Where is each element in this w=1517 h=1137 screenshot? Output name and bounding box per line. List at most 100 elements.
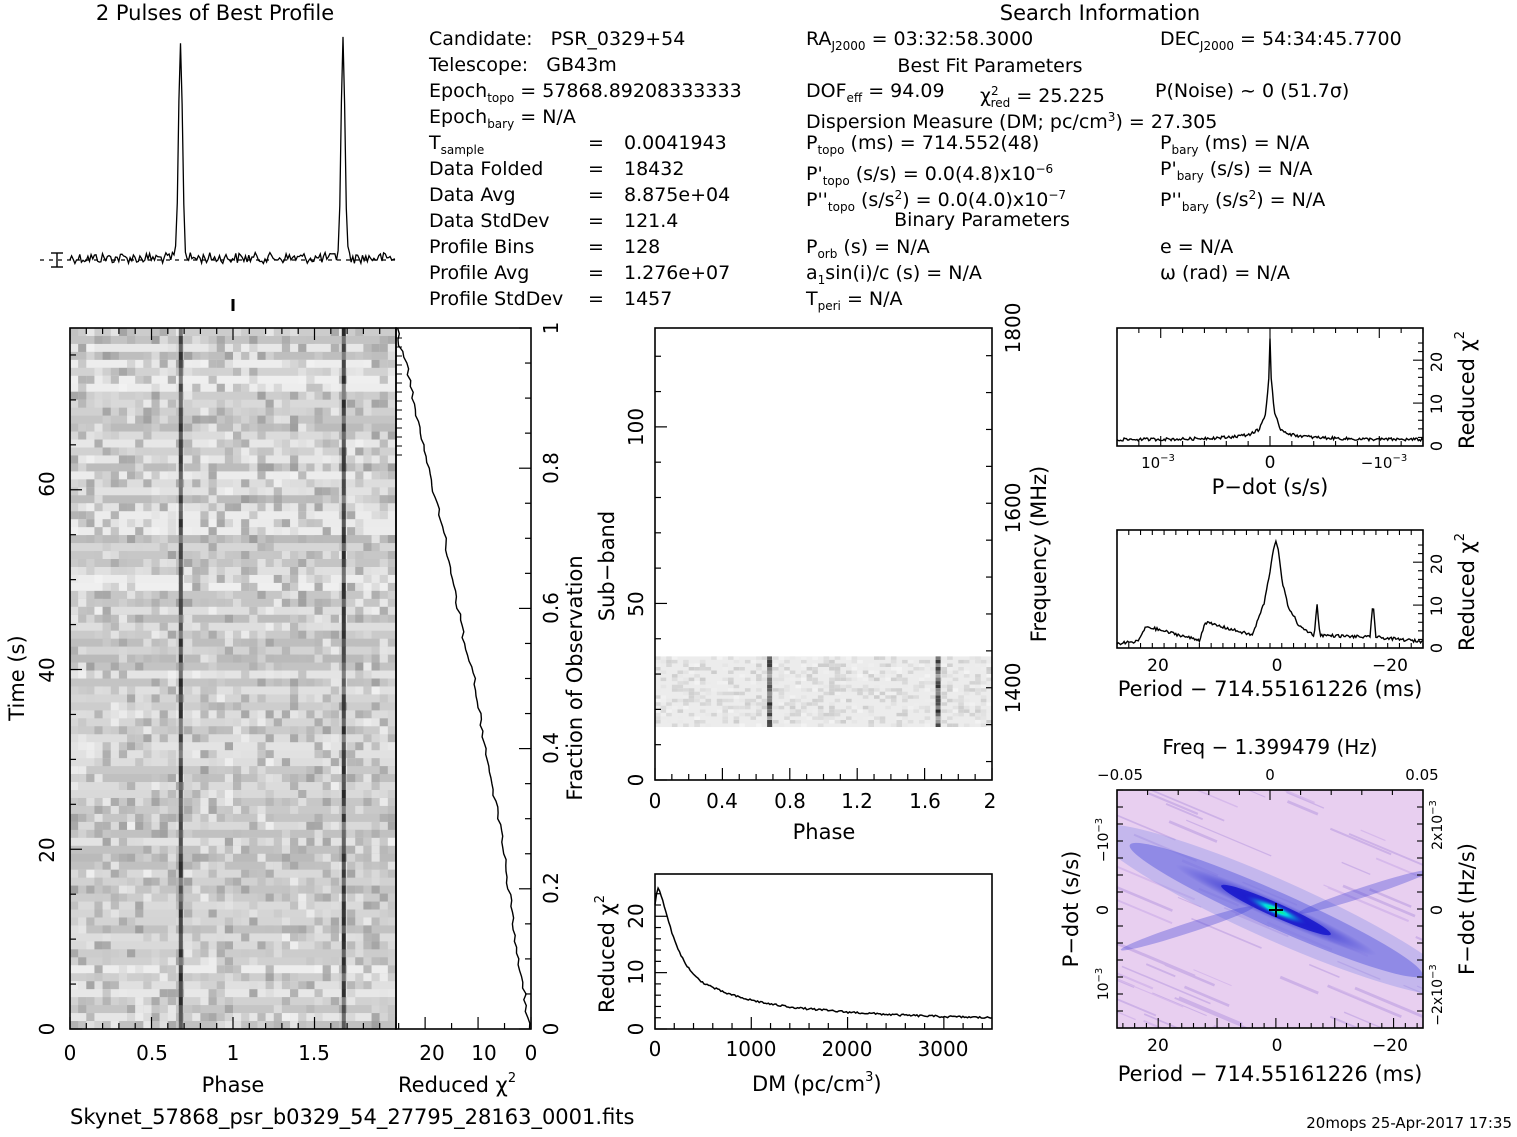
time-phase-cell <box>265 662 274 671</box>
subband-cell <box>773 677 779 682</box>
subband-cell <box>789 656 796 660</box>
time-phase-cell <box>322 893 331 902</box>
time-phase-row <box>70 471 396 480</box>
pulse-track <box>341 662 346 671</box>
time-phase-cell <box>314 893 323 902</box>
time-phase-cell <box>86 662 95 671</box>
time-phase-cell <box>70 328 79 337</box>
time-phase-cell <box>94 813 103 823</box>
time-phase-cell <box>347 351 356 361</box>
subband-cell <box>941 720 948 724</box>
subband-cell <box>930 681 936 685</box>
time-phase-cell <box>322 885 331 894</box>
time-phase-cell <box>347 455 356 464</box>
time-phase-cell <box>273 495 282 504</box>
pulse-track <box>178 566 183 576</box>
time-phase-cell <box>110 662 119 671</box>
time-phase-cell <box>78 925 87 934</box>
tick-subband-0: 0 <box>624 774 648 787</box>
time-phase-cell <box>290 431 299 440</box>
time-phase-cell <box>314 853 323 863</box>
subband-cell <box>795 698 801 703</box>
time-phase-cell <box>167 726 176 735</box>
tick-dmchi-0: 0 <box>624 1023 648 1036</box>
time-phase-cell <box>322 782 331 791</box>
tick-pdoty-pos: 10−3 <box>1094 968 1112 1001</box>
subband-cell <box>846 674 852 678</box>
time-phase-cell <box>94 495 103 504</box>
pulse-track <box>178 646 183 656</box>
time-phase-cell <box>102 391 111 401</box>
time-phase-cell <box>233 1021 242 1030</box>
tick-period-0: 0 <box>1272 656 1283 676</box>
subband-cell <box>874 691 880 696</box>
subband-cell <box>773 688 779 692</box>
time-phase-cell <box>216 511 225 520</box>
time-phase-cell <box>127 535 136 544</box>
tick-freq-1600: 1600 <box>1001 483 1025 534</box>
time-phase-cell <box>298 503 307 512</box>
time-phase-cell <box>379 989 388 998</box>
time-phase-cell <box>355 471 364 480</box>
time-phase-cell <box>200 574 209 584</box>
time-phase-cell <box>216 646 225 656</box>
subband-cell <box>896 712 903 717</box>
time-phase-cell <box>216 845 225 855</box>
time-phase-cell <box>322 742 331 751</box>
time-phase-cell <box>208 790 217 799</box>
subband-cell <box>885 705 891 710</box>
pulse-track <box>178 471 183 480</box>
time-phase-cell <box>216 885 225 894</box>
time-phase-cell <box>192 423 201 432</box>
time-phase-cell <box>273 439 282 448</box>
time-phase-cell <box>281 399 291 409</box>
subband-cell <box>947 656 953 660</box>
time-phase-cell <box>257 742 266 751</box>
time-phase-cell <box>159 335 168 345</box>
time-phase-cell <box>265 622 274 632</box>
subband-cell <box>952 670 959 674</box>
time-phase-cell <box>86 423 95 432</box>
time-phase-cell <box>200 535 209 544</box>
time-phase-cell <box>118 853 128 863</box>
time-phase-cell <box>143 566 152 576</box>
subband-cell <box>671 674 678 678</box>
subband-cell <box>840 663 846 667</box>
pulse-track <box>178 885 183 894</box>
subband-cell <box>902 659 908 664</box>
time-phase-row <box>70 543 396 552</box>
time-phase-cell <box>159 750 168 759</box>
time-phase-cell <box>70 726 79 735</box>
time-phase-cell <box>159 399 168 409</box>
subband-pulse <box>935 702 941 706</box>
subband-cell <box>711 688 717 692</box>
subband-cell <box>890 656 897 660</box>
time-phase-cell <box>224 630 233 640</box>
subband-cell <box>756 663 762 667</box>
time-phase-cell <box>151 328 160 337</box>
time-phase-cell <box>265 965 274 974</box>
time-phase-cell <box>371 654 380 663</box>
time-phase-cell <box>379 646 388 656</box>
time-phase-cell <box>167 527 176 536</box>
pulse-track <box>178 981 183 990</box>
subband-cell <box>812 677 818 682</box>
time-phase-cell <box>265 973 274 982</box>
time-phase-cell <box>192 917 201 926</box>
subband-cell <box>913 667 919 671</box>
time-phase-cell <box>241 1013 250 1022</box>
subband-cell <box>694 723 700 727</box>
tick-freq-1400: 1400 <box>1001 663 1025 714</box>
time-phase-cell <box>290 885 299 894</box>
time-phase-cell <box>298 821 307 831</box>
time-phase-cell <box>167 686 176 695</box>
subband-cell <box>862 667 869 671</box>
time-phase-cell <box>143 853 152 863</box>
time-phase-cell <box>151 359 160 369</box>
time-phase-cell <box>298 439 307 448</box>
time-phase-cell <box>224 997 233 1006</box>
time-phase-cell <box>298 654 307 663</box>
pulse-track <box>178 726 183 735</box>
pulse-track <box>178 1021 183 1030</box>
time-phase-cell <box>249 487 258 496</box>
